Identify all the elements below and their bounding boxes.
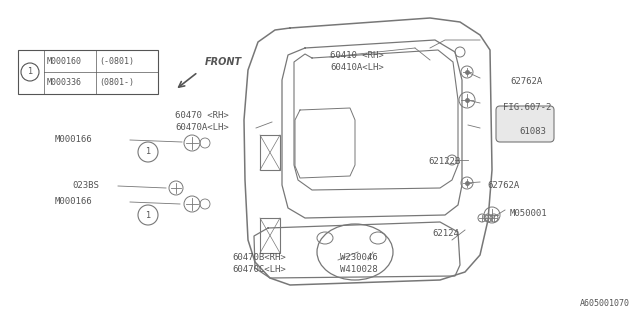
Text: M000166: M000166 <box>55 135 93 145</box>
Text: M000336: M000336 <box>47 78 82 87</box>
Bar <box>18 50 158 94</box>
FancyBboxPatch shape <box>496 106 554 142</box>
Text: 60410A<LH>: 60410A<LH> <box>330 62 384 71</box>
Text: (0801-): (0801-) <box>99 78 134 87</box>
Text: 61083: 61083 <box>519 127 546 137</box>
Text: 62762A: 62762A <box>510 77 542 86</box>
Text: A605001070: A605001070 <box>580 299 630 308</box>
Bar <box>260 218 280 253</box>
Text: (-0801): (-0801) <box>99 57 134 66</box>
Text: 60470C<LH>: 60470C<LH> <box>232 266 285 275</box>
Text: 1: 1 <box>145 211 150 220</box>
Text: M000166: M000166 <box>55 197 93 206</box>
Bar <box>260 135 280 170</box>
Text: 60470 <RH>: 60470 <RH> <box>175 110 228 119</box>
Text: 62122B: 62122B <box>428 157 460 166</box>
Text: 60470A<LH>: 60470A<LH> <box>175 123 228 132</box>
Text: 1: 1 <box>28 68 33 76</box>
Text: M000160: M000160 <box>47 57 82 66</box>
Text: M050001: M050001 <box>510 209 548 218</box>
Text: 62124: 62124 <box>432 229 459 238</box>
Text: W230046: W230046 <box>340 253 378 262</box>
Text: 62762A: 62762A <box>487 180 519 189</box>
Text: FIG.607-2: FIG.607-2 <box>503 102 552 111</box>
Text: 1: 1 <box>145 148 150 156</box>
Text: 60470B<RH>: 60470B<RH> <box>232 253 285 262</box>
Text: W410028: W410028 <box>340 266 378 275</box>
Text: FRONT: FRONT <box>205 57 242 67</box>
Text: 023BS: 023BS <box>72 181 99 190</box>
Text: 60410 <RH>: 60410 <RH> <box>330 51 384 60</box>
